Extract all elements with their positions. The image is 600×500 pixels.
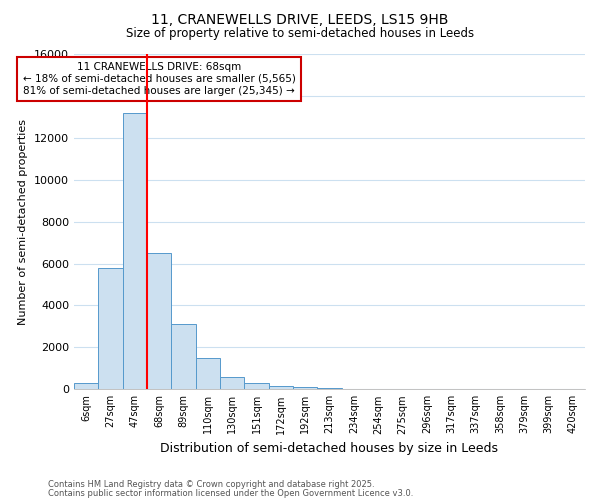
Bar bbox=[196, 358, 220, 390]
Text: 11, CRANEWELLS DRIVE, LEEDS, LS15 9HB: 11, CRANEWELLS DRIVE, LEEDS, LS15 9HB bbox=[151, 12, 449, 26]
Text: Contains public sector information licensed under the Open Government Licence v3: Contains public sector information licen… bbox=[48, 488, 413, 498]
Bar bbox=[293, 387, 317, 390]
Bar bbox=[269, 386, 293, 390]
X-axis label: Distribution of semi-detached houses by size in Leeds: Distribution of semi-detached houses by … bbox=[160, 442, 499, 455]
Text: Contains HM Land Registry data © Crown copyright and database right 2025.: Contains HM Land Registry data © Crown c… bbox=[48, 480, 374, 489]
Text: 11 CRANEWELLS DRIVE: 68sqm
← 18% of semi-detached houses are smaller (5,565)
81%: 11 CRANEWELLS DRIVE: 68sqm ← 18% of semi… bbox=[23, 62, 296, 96]
Bar bbox=[317, 388, 341, 390]
Bar bbox=[220, 376, 244, 390]
Bar bbox=[147, 253, 171, 390]
Text: Size of property relative to semi-detached houses in Leeds: Size of property relative to semi-detach… bbox=[126, 28, 474, 40]
Bar bbox=[122, 112, 147, 390]
Bar bbox=[171, 324, 196, 390]
Bar bbox=[98, 268, 122, 390]
Bar bbox=[74, 383, 98, 390]
Y-axis label: Number of semi-detached properties: Number of semi-detached properties bbox=[19, 118, 28, 324]
Bar bbox=[244, 383, 269, 390]
